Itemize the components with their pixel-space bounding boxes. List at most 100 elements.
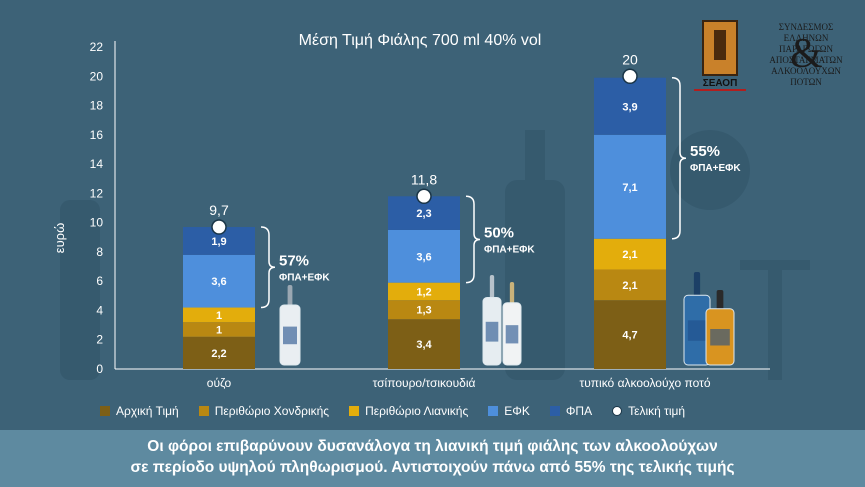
spirit-bottle-icon-neck — [693, 272, 701, 299]
legend-item: Αρχική Τιμή — [100, 404, 179, 418]
bar-segment — [594, 238, 666, 270]
spirit-bottle-icon-label — [710, 329, 730, 346]
y-tick-label: 22 — [90, 40, 104, 54]
bar-stacks: 2,2 1 1 3,6 1,9 9,7 3,4 1,3 1,2 3,6 2,3 11,8 4,7 2,1 2… — [183, 51, 666, 369]
y-tick-label: 4 — [96, 303, 103, 317]
logo-text-line: ΑΛΚΟΟΛΟΥΧΩΝ — [771, 66, 841, 76]
y-tick-label: 6 — [96, 274, 103, 288]
x-tick-label: τυπικό αλκοολούχο ποτό — [579, 376, 710, 390]
legend-swatch — [488, 406, 499, 416]
tax-share-percent: 55% — [690, 143, 720, 160]
x-tick-label: ούζο — [207, 376, 232, 390]
logo-text-line: ΑΠΟΣΤΑΓΜΑΤΩΝ — [769, 55, 843, 65]
logo-text-line: ΕΛΛΗΝΩΝ ΠΑΡΑΓΩΓΩΝ — [779, 33, 833, 54]
bar-segment — [594, 300, 666, 369]
data-label: 3,6 — [211, 276, 226, 288]
spirit-bottle-icon-label — [687, 320, 707, 341]
bar-segment — [183, 254, 255, 308]
logo-text: ΣΥΝΔΕΣΜΟΣ ΕΛΛΗΝΩΝ ΠΑΡΑΓΩΓΩΝ ΑΠΟΣΤΑΓΜΑΤΩΝ… — [756, 22, 856, 88]
banner-line: σε περίοδο υψηλού πληθωρισμού. Αντιστοιχ… — [130, 459, 735, 476]
legend-swatch — [349, 406, 360, 416]
legend-label: Αρχική Τιμή — [116, 404, 179, 418]
chart-title: Μέση Τιμή Φιάλης 700 ml 40% vol — [298, 32, 542, 49]
y-tick-label: 20 — [90, 69, 104, 83]
data-label: 1 — [216, 324, 222, 336]
tax-share-percent: 50% — [484, 224, 514, 241]
bar-segment — [594, 77, 666, 135]
logo-text-line: ΠΟΤΩΝ — [790, 77, 822, 87]
legend-item: ΦΠΑ — [549, 404, 593, 418]
data-label: 2,1 — [622, 280, 637, 292]
y-tick-label: 8 — [96, 245, 103, 259]
tax-brace — [671, 76, 687, 240]
data-label: 3,9 — [622, 101, 637, 113]
data-label: 2,3 — [416, 208, 431, 220]
y-tick-label: 18 — [90, 99, 104, 113]
y-tick-label: 16 — [90, 128, 104, 142]
legend-item: Τελική τιμή — [612, 404, 685, 418]
chart-legend: Αρχική Τιμή Περιθώριο Χονδρικής Περιθώρι… — [100, 402, 705, 420]
y-tick-label: 2 — [96, 333, 103, 347]
legend-item: Περιθώριο Χονδρικής — [198, 404, 330, 418]
final-price-marker-icon — [612, 406, 623, 416]
legend-item: ΕΦΚ — [488, 404, 530, 418]
ouzo-bottle-icon-label — [283, 326, 297, 345]
legend-label: Περιθώριο Χονδρικής — [214, 404, 330, 418]
legend-item: Περιθώριο Λιανικής — [349, 404, 468, 418]
legend-label: ΕΦΚ — [504, 404, 530, 418]
y-tick-label: 0 — [96, 362, 103, 376]
y-tick-label: 12 — [90, 186, 104, 200]
legend-swatch — [549, 406, 560, 416]
logo-text-line: ΣΥΝΔΕΣΜΟΣ — [778, 22, 834, 32]
tax-brace — [260, 226, 276, 309]
banner-line: Οι φόροι επιβαρύνουν δυσανάλογα τη λιανι… — [147, 438, 718, 455]
final-price-label: 20 — [622, 51, 638, 67]
bar-segment — [594, 269, 666, 301]
tsipouro-bottle-icon-label — [505, 325, 519, 344]
data-label: 1,9 — [211, 236, 226, 248]
logo-ampersand: & — [790, 31, 823, 77]
final-price-label: 11,8 — [411, 171, 437, 187]
bar-segment — [388, 282, 460, 301]
summary-banner: Οι φόροι επιβαρύνουν δυσανάλογα τη λιανι… — [0, 430, 865, 487]
data-label: 4,7 — [622, 330, 637, 342]
bar-segment — [388, 319, 460, 369]
data-label: 1 — [216, 310, 222, 322]
tax-braces: 57% ΦΠΑ+ΕΦΚ 50% ΦΠΑ+ΕΦΚ 55% ΦΠΑ+ΕΦΚ — [260, 76, 741, 309]
legend-label: Περιθώριο Λιανικής — [365, 404, 469, 418]
tsipouro-bottle-icon-neck — [489, 275, 495, 301]
legend-label: ΦΠΑ — [565, 404, 593, 418]
final-price-marker — [211, 219, 227, 235]
bar-segment — [594, 134, 666, 239]
tsipouro-bottle-icon-label — [485, 321, 499, 342]
tower-emblem-icon — [702, 20, 738, 76]
y-tick-label: 10 — [90, 216, 104, 230]
data-label: 3,6 — [416, 251, 431, 263]
data-label: 2,2 — [211, 348, 226, 360]
tax-share-percent: 57% — [279, 252, 309, 269]
y-tick-label: 14 — [90, 157, 104, 171]
bar-segment — [183, 307, 255, 323]
final-price-label: 9,7 — [209, 202, 229, 218]
final-price-marker — [416, 188, 432, 205]
tax-share-caption: ΦΠΑ+ΕΦΚ — [279, 272, 330, 283]
tax-share-caption: ΦΠΑ+ΕΦΚ — [690, 163, 741, 174]
tax-share-caption: ΦΠΑ+ΕΦΚ — [484, 244, 535, 255]
legend-swatch — [198, 406, 209, 416]
y-axis-label: ευρώ — [52, 223, 67, 253]
final-price-marker — [622, 68, 638, 85]
tsipouro-bottle-icon-neck — [509, 282, 515, 306]
organization-logo: ΣΕΑΟΠ ΣΥΝΔΕΣΜΟΣ ΕΛΛΗΝΩΝ ΠΑΡΑΓΩΓΩΝ ΑΠΟΣΤΑ… — [690, 16, 860, 94]
bar-segment — [183, 336, 255, 369]
ouzo-bottle-icon-neck — [287, 285, 293, 308]
data-label: 1,2 — [416, 286, 431, 298]
x-tick-label: τσίπουρο/τσικουδιά — [373, 376, 476, 390]
bottle-images — [279, 272, 735, 366]
data-label: 2,1 — [622, 249, 637, 261]
bar-segment — [388, 300, 460, 320]
data-label: 3,4 — [416, 339, 432, 351]
bar-segment — [183, 322, 255, 337]
legend-swatch — [100, 406, 110, 416]
legend-label: Τελική τιμή — [628, 404, 686, 418]
